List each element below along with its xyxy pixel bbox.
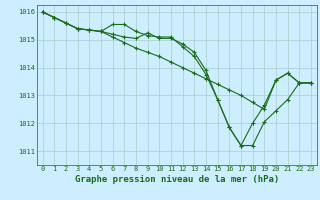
X-axis label: Graphe pression niveau de la mer (hPa): Graphe pression niveau de la mer (hPa) — [75, 175, 279, 184]
